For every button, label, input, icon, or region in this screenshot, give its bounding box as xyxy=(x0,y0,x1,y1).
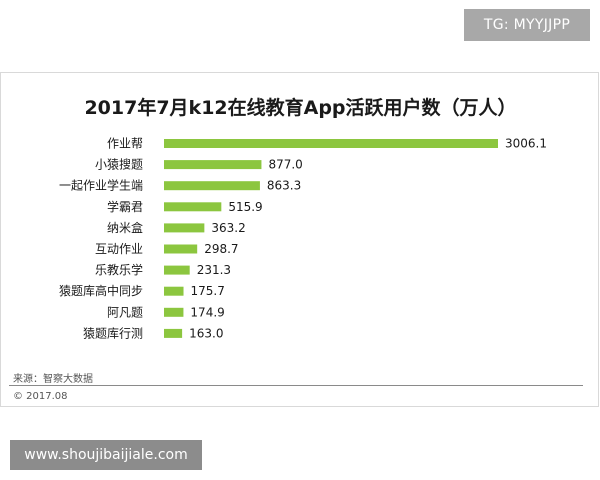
bar xyxy=(164,181,260,191)
category-label: 乐教乐学 xyxy=(95,262,143,277)
value-label: 363.2 xyxy=(211,221,245,235)
category-label: 互动作业 xyxy=(95,242,143,256)
tg-watermark: TG: MYYJJPP xyxy=(464,9,590,41)
bar xyxy=(164,139,498,148)
category-label: 猿题库行测 xyxy=(83,325,143,340)
bar xyxy=(164,223,205,233)
bar xyxy=(164,328,183,338)
category-label: 猿题库高中同步 xyxy=(59,283,143,298)
bar xyxy=(164,307,184,317)
value-label: 231.3 xyxy=(197,263,231,277)
bar xyxy=(164,160,262,170)
footer-divider xyxy=(9,385,583,386)
category-label: 一起作业学生端 xyxy=(59,178,143,193)
value-label: 163.0 xyxy=(189,326,223,340)
value-label: 515.9 xyxy=(228,200,262,214)
bar xyxy=(164,286,184,296)
bar xyxy=(164,265,190,275)
category-label: 作业帮 xyxy=(107,137,143,151)
value-label: 298.7 xyxy=(204,242,238,256)
value-label: 3006.1 xyxy=(505,137,547,151)
value-label: 863.3 xyxy=(267,179,301,193)
bar xyxy=(164,244,198,254)
value-label: 174.9 xyxy=(190,305,224,319)
category-label: 学霸君 xyxy=(107,199,143,214)
chart-card: 2017年7月k12在线教育App活跃用户数（万人） 作业帮 3006.1 小猿搜题… xyxy=(0,72,599,407)
chart-title: 2017年7月k12在线教育App活跃用户数（万人） xyxy=(84,97,517,119)
category-label: 小猿搜题 xyxy=(95,157,143,172)
source-note: 来源：智察大数据 xyxy=(13,374,93,385)
copyright-note: © 2017.08 xyxy=(13,391,68,402)
bar-chart: 作业帮 3006.1 小猿搜题 877.0 一起作业学生端 863.3 学霸君 515.9 纳米… xyxy=(59,137,547,341)
bar xyxy=(164,202,222,212)
site-watermark: www.shoujibaijiale.com xyxy=(10,440,202,470)
category-label: 纳米盒 xyxy=(107,220,143,235)
value-label: 175.7 xyxy=(191,284,225,298)
category-label: 阿凡题 xyxy=(107,305,143,319)
value-label: 877.0 xyxy=(268,158,302,172)
